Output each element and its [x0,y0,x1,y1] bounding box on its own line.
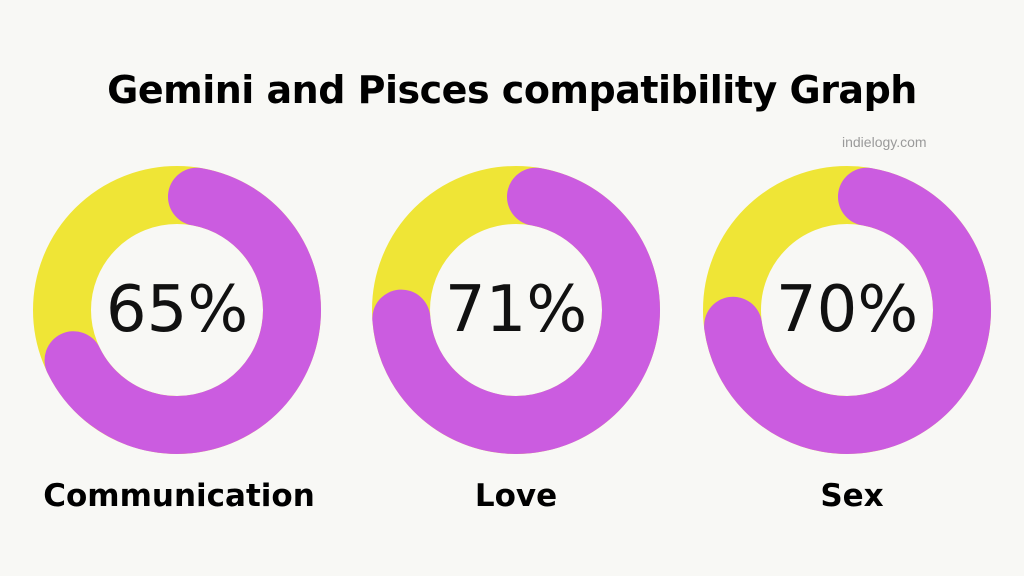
donut-value-arc [703,166,991,454]
donut-sex: 70% [697,160,997,460]
percent-label: 70% [775,273,919,347]
category-label-communication: Communication [43,478,315,514]
percent-label: 65% [105,273,249,347]
donut-chart-svg [372,166,660,454]
donut-value-arc [372,166,660,454]
donut-chart-svg [33,166,321,454]
percent-label: 71% [444,273,588,347]
category-label-love: Love [474,478,558,514]
watermark: indielogy.com [842,134,927,150]
donut-communication: 65% [27,160,327,460]
donut-love: 71% [366,160,666,460]
category-label-sex: Sex [820,478,884,514]
chart-title: Gemini and Pisces compatibility Graph [107,68,917,112]
donut-value-arc [33,166,321,454]
donut-chart-svg [703,166,991,454]
